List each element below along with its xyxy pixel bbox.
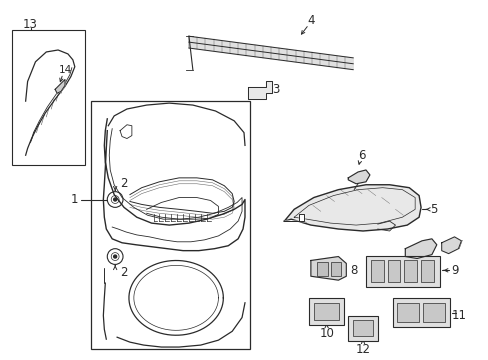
- Polygon shape: [284, 214, 304, 221]
- Bar: [352, 320, 372, 336]
- Polygon shape: [347, 170, 369, 184]
- Bar: [12, 30, 84, 165]
- Polygon shape: [188, 42, 352, 70]
- Bar: [387, 261, 400, 282]
- Text: 3: 3: [271, 83, 279, 96]
- Text: 6: 6: [358, 149, 365, 162]
- Bar: [365, 256, 439, 287]
- Bar: [420, 261, 433, 282]
- Polygon shape: [247, 81, 271, 99]
- Circle shape: [113, 255, 117, 258]
- Polygon shape: [405, 239, 436, 258]
- Text: 10: 10: [319, 327, 333, 340]
- Bar: [422, 303, 444, 323]
- Text: 2: 2: [120, 177, 127, 190]
- Text: 4: 4: [306, 14, 314, 27]
- Text: 5: 5: [429, 203, 437, 216]
- Text: 1: 1: [71, 193, 79, 206]
- Bar: [308, 298, 344, 325]
- Bar: [330, 262, 341, 276]
- Bar: [90, 101, 249, 349]
- Bar: [404, 261, 416, 282]
- Text: 12: 12: [355, 342, 370, 356]
- Circle shape: [113, 198, 117, 201]
- Polygon shape: [55, 80, 65, 93]
- Bar: [397, 303, 418, 323]
- Bar: [347, 316, 377, 341]
- Bar: [370, 261, 383, 282]
- Polygon shape: [441, 237, 461, 253]
- Polygon shape: [188, 36, 352, 64]
- Polygon shape: [284, 185, 420, 231]
- Text: 7: 7: [455, 239, 462, 252]
- Polygon shape: [310, 257, 346, 280]
- Text: 14: 14: [58, 65, 71, 75]
- Text: 2: 2: [120, 266, 127, 279]
- Text: 9: 9: [450, 264, 457, 277]
- Bar: [313, 303, 339, 320]
- Text: 13: 13: [23, 18, 38, 31]
- Bar: [316, 262, 327, 276]
- Text: 11: 11: [451, 309, 466, 322]
- Bar: [392, 298, 448, 327]
- Text: 8: 8: [350, 264, 357, 277]
